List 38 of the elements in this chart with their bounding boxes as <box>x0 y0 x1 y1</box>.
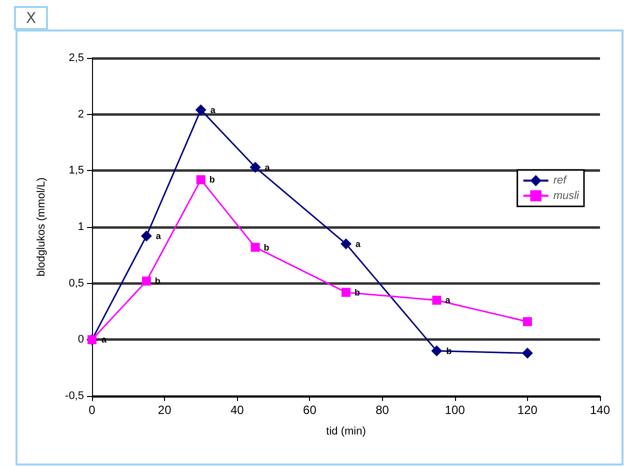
x-tick-label: 140 <box>590 403 610 417</box>
y-tick-label: 0 <box>78 334 84 346</box>
x-axis-title: tid (min) <box>326 426 366 438</box>
x-tick-label: 120 <box>517 403 538 417</box>
point <box>431 345 442 356</box>
x-tick-label: 40 <box>230 403 244 417</box>
y-tick-label: 0,5 <box>68 277 84 290</box>
x-tick-label: 20 <box>158 403 172 417</box>
y-tick-label: 1 <box>78 221 84 233</box>
point <box>342 288 350 297</box>
y-axis-title: blodglukos (mmol/L) <box>36 177 48 277</box>
y-tick-label: -0,5 <box>65 390 84 402</box>
data-label: b <box>209 174 216 185</box>
point <box>142 276 151 286</box>
data-label: b <box>264 242 270 252</box>
x-tick-label: 100 <box>444 403 466 417</box>
point <box>250 162 261 173</box>
point <box>340 238 352 250</box>
legend-label: ref <box>553 174 568 187</box>
point <box>522 317 532 326</box>
text: X <box>26 9 36 27</box>
x-tick-label: 0 <box>88 403 96 417</box>
point <box>196 175 206 184</box>
point <box>250 242 260 252</box>
y-tick-label: 2,5 <box>68 52 84 64</box>
point <box>522 348 533 359</box>
point <box>140 230 152 242</box>
point <box>195 104 206 116</box>
data-label: a <box>156 231 162 242</box>
data-label: a <box>210 104 216 115</box>
y-tick-label: 2 <box>78 108 84 120</box>
x-tick-label: 60 <box>303 403 317 417</box>
legend-label: musli <box>553 190 580 202</box>
data-label: a <box>102 334 108 345</box>
y-tick-label: 1,5 <box>68 164 84 177</box>
data-label: a <box>356 238 362 249</box>
x-tick-label: 80 <box>376 403 390 417</box>
point <box>432 296 442 305</box>
